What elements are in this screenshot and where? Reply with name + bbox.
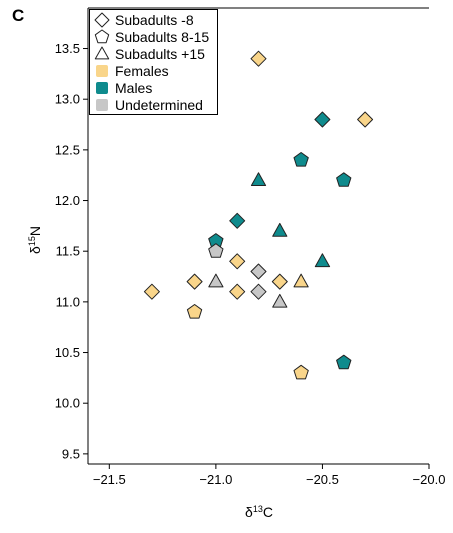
data-point-diamond: [229, 212, 246, 229]
y-tick-label: 9.5: [62, 446, 80, 461]
data-point-pentagon: [336, 354, 352, 370]
x-tick-label: −21.5: [93, 472, 126, 487]
data-point-diamond: [357, 111, 374, 128]
legend-label: Subadults 8-15: [115, 29, 209, 45]
y-tick-label: 12.5: [55, 142, 80, 157]
x-tick-label: −20.5: [306, 472, 339, 487]
y-axis-title-sup: 15: [27, 236, 37, 246]
legend-label: Subadults -8: [115, 12, 194, 28]
y-axis: 9.5 10.0 10.5 11.0 11.5 12.0 12.5 13.0 13.5: [55, 41, 88, 461]
legend-swatch: [96, 65, 108, 77]
x-tick-label: −20.0: [413, 472, 446, 487]
legend-label: Subadults +15: [115, 46, 205, 62]
legend-swatch: [96, 82, 108, 94]
data-point-pentagon: [293, 152, 309, 167]
data-point-pentagon: [293, 364, 309, 380]
y-tick-label: 10.0: [55, 396, 80, 411]
y-axis-title-base: δ: [27, 246, 43, 254]
x-axis: −21.5 −21.0 −20.5 −20.0: [93, 464, 446, 487]
data-point-pentagon: [186, 304, 203, 319]
data-point-triangle: [208, 273, 224, 288]
data-point-triangle: [250, 172, 267, 186]
x-axis-title: δ13C: [245, 504, 273, 520]
data-points: [143, 50, 374, 380]
x-axis-title-sup: 13: [253, 504, 263, 514]
legend-label: Males: [115, 80, 152, 96]
y-tick-label: 10.5: [55, 345, 80, 360]
data-point-triangle: [314, 253, 331, 268]
data-point-pentagon: [336, 172, 352, 187]
legend-box: [89, 9, 218, 115]
panel-label: C: [12, 6, 24, 25]
y-axis-title-suffix: N: [27, 226, 43, 236]
legend-label: Undetermined: [115, 97, 203, 113]
data-point-diamond: [271, 273, 288, 290]
y-tick-label: 12.0: [55, 193, 80, 208]
data-point-pentagon: [208, 243, 224, 258]
x-axis-title-suffix: C: [263, 504, 273, 520]
legend-label: Females: [115, 63, 169, 79]
data-point-diamond: [250, 263, 267, 280]
legend-triangle-icon: [94, 46, 110, 60]
y-tick-label: 13.0: [55, 92, 80, 107]
y-tick-label: 13.5: [55, 41, 80, 56]
legend-swatch: [96, 99, 108, 111]
data-point-triangle: [293, 273, 309, 288]
data-point-diamond: [229, 253, 246, 270]
data-point-diamond: [143, 283, 160, 300]
data-point-triangle: [272, 293, 288, 308]
y-tick-label: 11.0: [56, 294, 80, 309]
data-point-diamond: [229, 283, 246, 300]
x-tick-label: −21.0: [199, 472, 232, 487]
data-point-triangle: [272, 222, 288, 237]
data-point-diamond: [250, 283, 267, 300]
data-point-diamond: [314, 111, 331, 128]
data-point-diamond: [250, 50, 267, 67]
y-tick-label: 11.5: [56, 244, 80, 259]
legend-diamond-icon: [94, 12, 110, 28]
plot-frame: [87, 7, 429, 465]
legend-pentagon-icon: [94, 29, 110, 44]
data-point-diamond: [186, 273, 203, 290]
y-axis-title: δ15N: [27, 226, 43, 254]
x-axis-title-base: δ: [245, 504, 253, 520]
